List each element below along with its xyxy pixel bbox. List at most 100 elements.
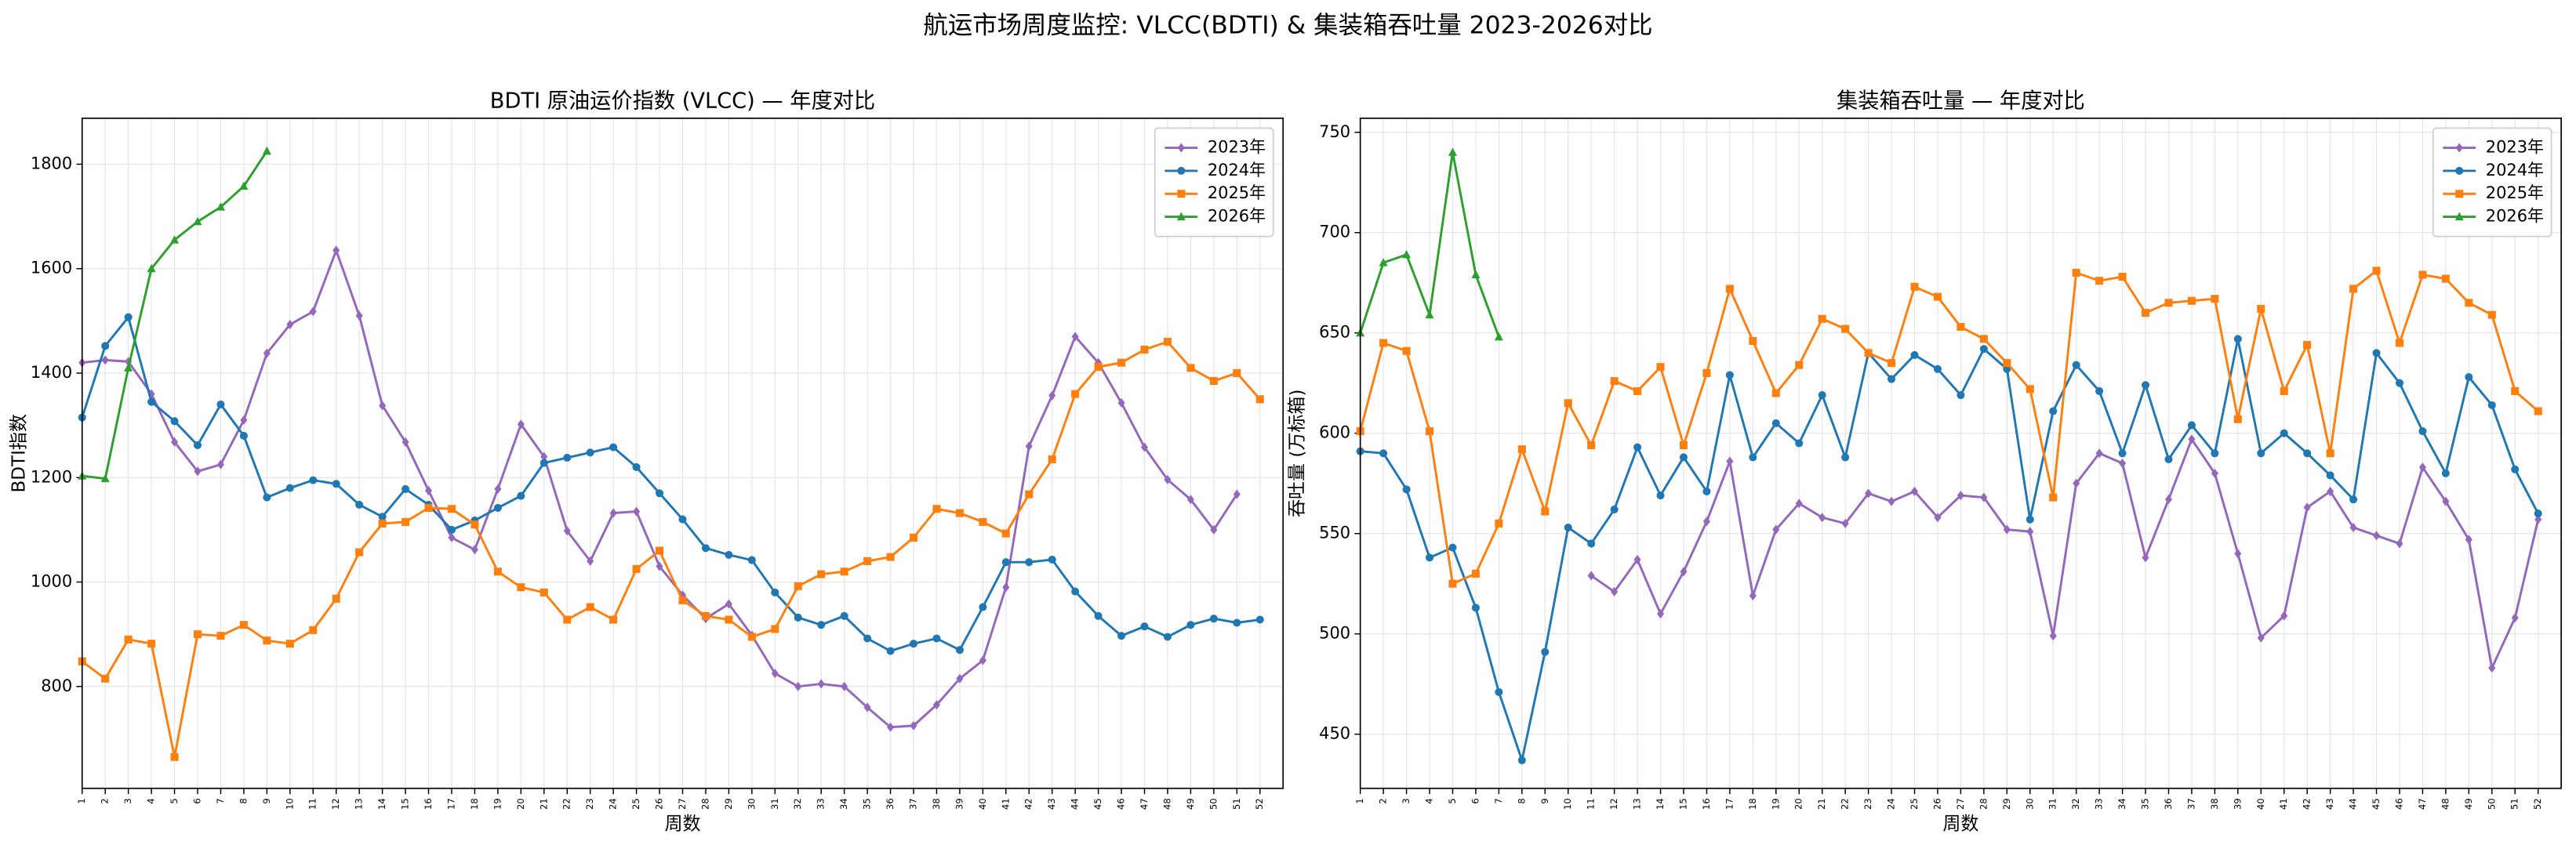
legend-label: 2025年	[2486, 183, 2544, 202]
x-tick-label: 38	[2209, 798, 2220, 810]
marker	[633, 506, 641, 517]
x-tick-label: 10	[284, 798, 295, 810]
marker	[239, 431, 248, 440]
marker	[1957, 490, 1964, 501]
marker	[1233, 368, 1241, 378]
x-tick-label: 17	[1724, 798, 1735, 810]
marker	[1541, 647, 1550, 656]
marker	[1933, 364, 1942, 373]
marker	[2349, 522, 2357, 533]
marker	[1025, 490, 1034, 499]
marker	[309, 626, 318, 634]
marker	[956, 673, 964, 684]
x-tick-label: 43	[1046, 798, 1057, 810]
marker	[1979, 345, 1988, 354]
marker	[1633, 386, 1642, 395]
y-tick-label: 700	[1319, 223, 1350, 241]
axes-frame	[1359, 118, 2562, 789]
marker	[1910, 486, 1919, 496]
legend-label: 2024年	[1208, 161, 1266, 180]
marker	[2118, 449, 2127, 458]
marker	[1633, 443, 1642, 452]
marker	[2003, 524, 2011, 535]
marker	[2233, 415, 2242, 423]
x-tick-label: 51	[2509, 798, 2520, 810]
marker	[563, 453, 572, 462]
x-tick-label: 32	[792, 798, 803, 810]
y-tick-label: 800	[41, 676, 72, 695]
marker	[1726, 456, 1734, 466]
series-line	[81, 340, 1261, 758]
marker	[2164, 495, 2172, 505]
y-axis-label: BDTI指数	[9, 414, 30, 492]
marker	[2373, 531, 2381, 541]
series-line	[81, 314, 1260, 653]
marker	[2049, 631, 2057, 641]
x-tick-label: 15	[400, 798, 411, 810]
x-tick-label: 18	[1747, 798, 1758, 810]
legend-marker	[2455, 190, 2464, 198]
marker	[863, 634, 872, 643]
marker	[2187, 421, 2196, 430]
marker	[1611, 586, 1619, 597]
marker	[147, 397, 156, 406]
x-tick-label: 6	[1470, 798, 1481, 803]
marker	[2280, 611, 2288, 621]
marker	[262, 146, 271, 155]
x-tick-label: 27	[677, 798, 688, 810]
marker	[2257, 449, 2265, 458]
marker	[1818, 513, 1826, 523]
x-tick-label: 3	[122, 798, 133, 803]
x-tick-label: 26	[654, 798, 665, 810]
marker	[1818, 314, 1826, 323]
marker	[517, 491, 525, 500]
marker	[2441, 469, 2450, 477]
marker	[587, 556, 594, 566]
marker	[1749, 336, 1757, 345]
marker	[193, 441, 202, 449]
x-tick-label: 25	[1909, 798, 1920, 810]
marker	[1610, 505, 1619, 513]
marker	[2418, 462, 2426, 473]
marker	[1071, 390, 1080, 398]
x-tick-label: 50	[2486, 798, 2497, 810]
marker	[1379, 449, 1388, 458]
marker	[309, 476, 318, 484]
marker	[540, 588, 548, 597]
marker	[1233, 618, 1241, 627]
x-tick-label: 32	[2070, 798, 2081, 810]
marker	[332, 245, 340, 256]
marker	[1071, 587, 1080, 596]
marker	[2003, 359, 2011, 368]
marker	[2327, 486, 2334, 496]
legend-marker	[1176, 212, 1186, 221]
x-tick-label: 21	[1816, 798, 1827, 810]
marker	[286, 320, 294, 330]
x-tick-label: 8	[238, 798, 249, 803]
x-tick-label: 6	[192, 798, 203, 803]
marker	[2418, 270, 2427, 279]
marker	[1163, 633, 1172, 641]
marker	[1702, 517, 1710, 527]
marker	[2164, 299, 2173, 307]
x-tick-label: 22	[1840, 798, 1851, 810]
marker	[332, 480, 340, 488]
y-axis-label: 吞吐量 (万标箱)	[1288, 390, 1308, 517]
marker	[1633, 554, 1641, 564]
marker	[586, 603, 594, 611]
marker	[355, 500, 364, 509]
marker	[1140, 622, 1149, 631]
legend-marker	[2454, 212, 2464, 221]
marker	[2095, 448, 2103, 459]
x-tick-label: 39	[2232, 798, 2243, 810]
marker	[494, 484, 502, 494]
x-tick-label: 23	[584, 798, 595, 810]
x-tick-label: 36	[2163, 798, 2174, 810]
x-tick-label: 13	[1632, 798, 1643, 810]
marker	[2280, 386, 2288, 395]
x-tick-label: 40	[2255, 798, 2266, 810]
marker	[656, 546, 664, 555]
marker	[1001, 529, 1010, 538]
marker	[239, 621, 248, 629]
marker	[1186, 364, 1195, 372]
